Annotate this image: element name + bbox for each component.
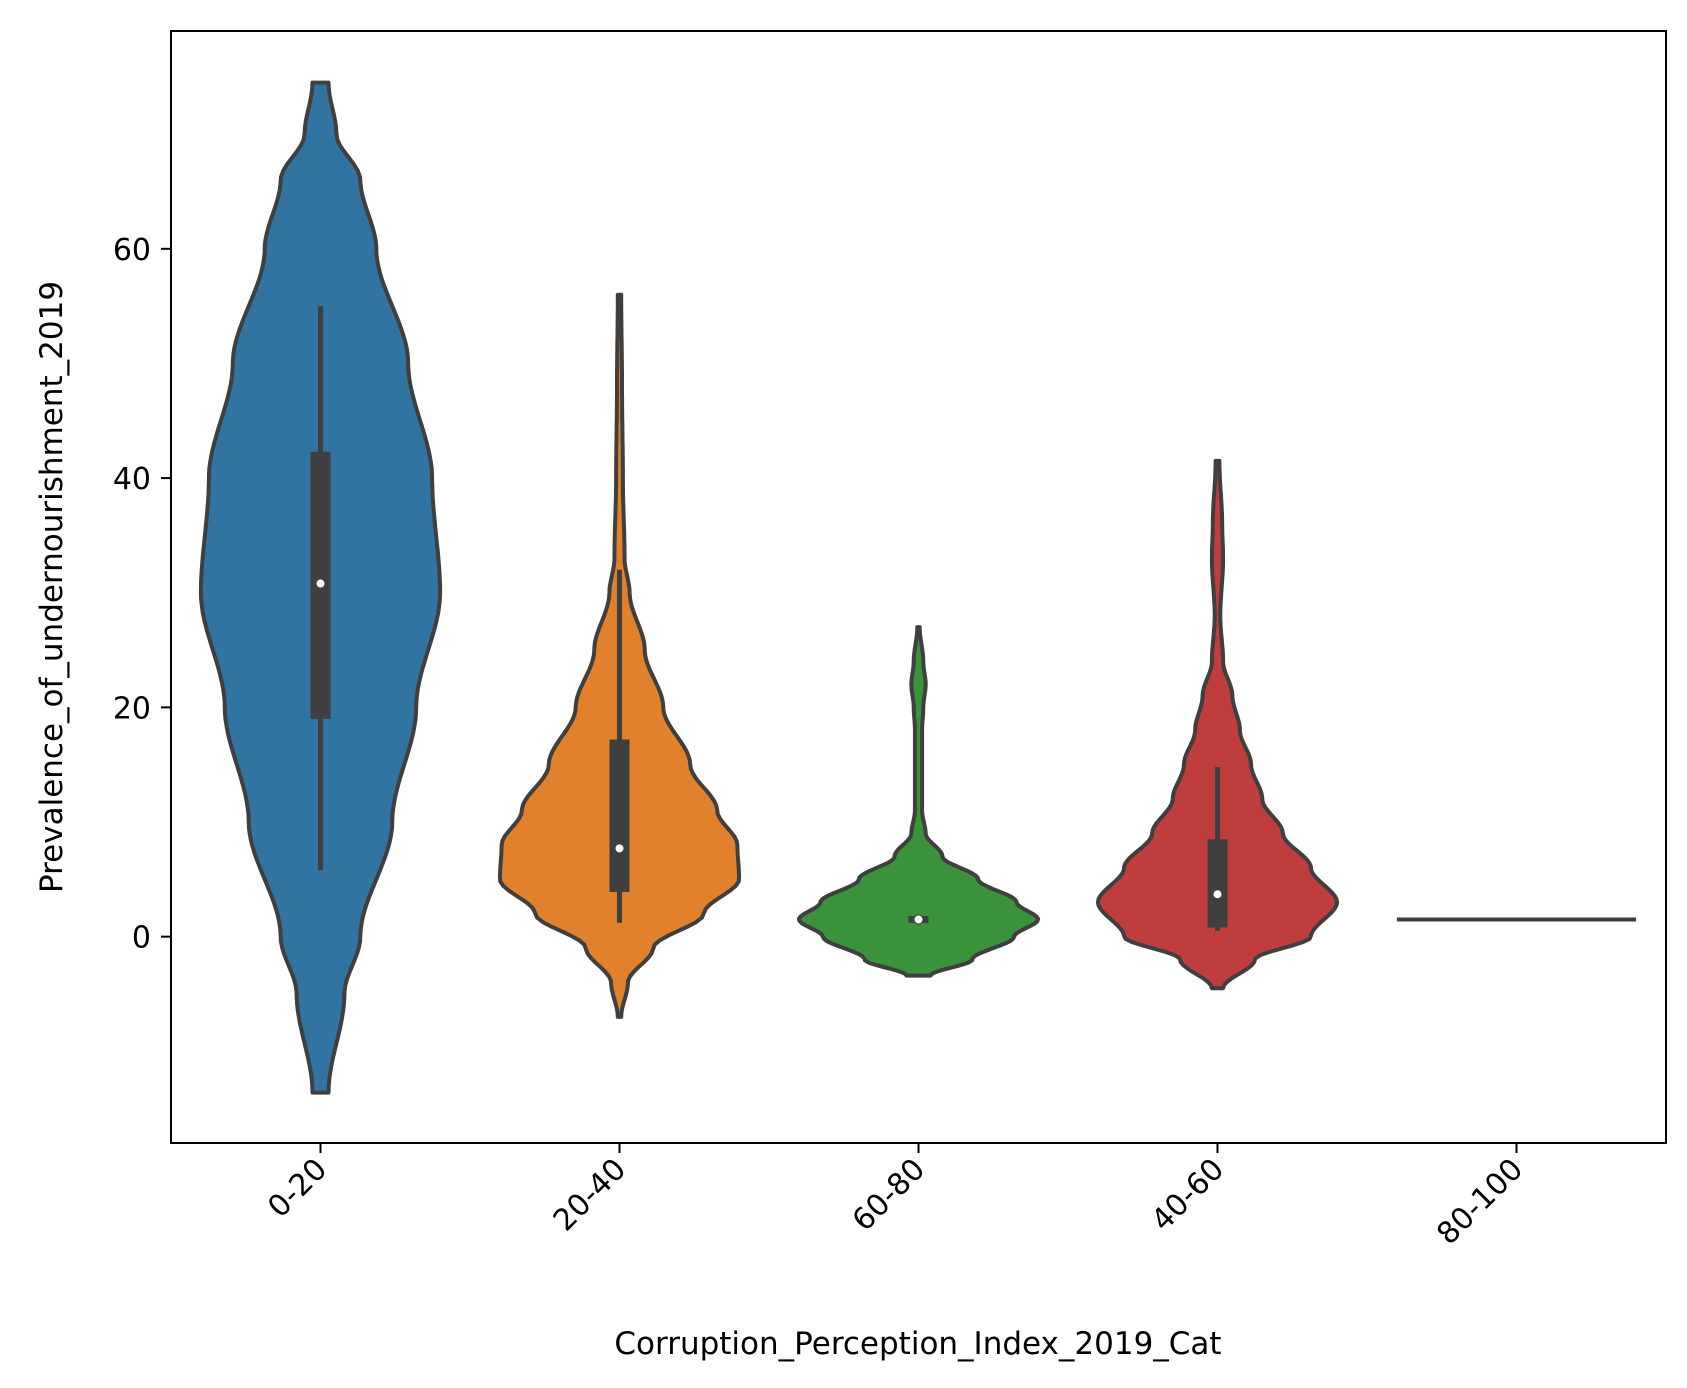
violin-median-point xyxy=(315,578,326,589)
y-tick-label: 0 xyxy=(132,921,151,956)
violin-0-20 xyxy=(198,80,443,1095)
x-axis-label: Corruption_Perception_Index_2019_Cat xyxy=(614,1326,1221,1362)
violin-body xyxy=(796,625,1041,978)
y-tick-label: 60 xyxy=(113,233,151,268)
violin-median-point xyxy=(913,914,924,925)
violin-20-40 xyxy=(497,292,742,1019)
y-axis-label: Prevalence_of_undernourishment_2019 xyxy=(34,281,70,893)
y-tick-label: 40 xyxy=(113,462,151,497)
violin-median-point xyxy=(614,843,625,854)
violin-iqr-box xyxy=(609,739,630,892)
violin-body xyxy=(1095,458,1340,991)
violin-40-60 xyxy=(1095,458,1340,991)
violin-60-80 xyxy=(796,625,1041,978)
y-tick-label: 20 xyxy=(113,691,151,726)
violin-median-point xyxy=(1212,889,1223,900)
y-axis: 0 20 40 60 xyxy=(113,233,171,956)
violin-iqr-box xyxy=(1207,839,1228,928)
violins-layer xyxy=(198,80,1637,1095)
